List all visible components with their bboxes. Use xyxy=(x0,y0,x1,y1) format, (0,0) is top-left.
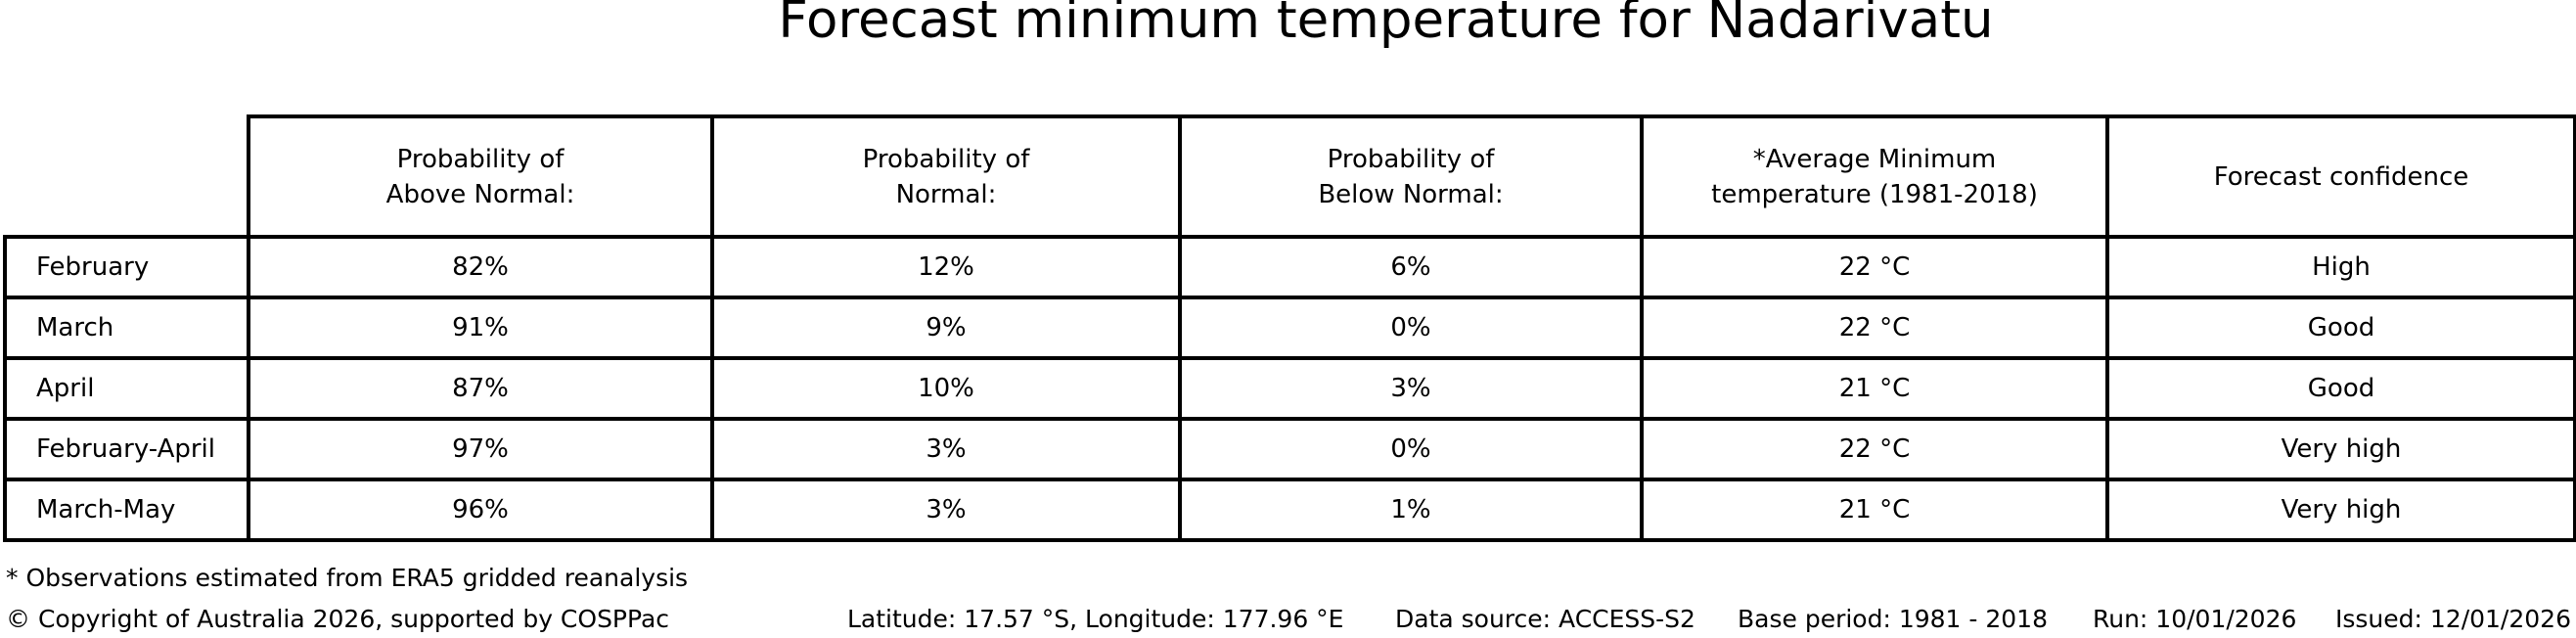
cell-above-normal: 96% xyxy=(247,478,714,542)
page-title: Forecast minimum temperature for Nadariv… xyxy=(778,0,1994,50)
cell-below-normal: 0% xyxy=(1178,296,1644,360)
column-header-forecast-confidence: Forecast confidence xyxy=(2105,114,2576,239)
cell-below-normal: 3% xyxy=(1178,356,1644,421)
footer-run-date: Run: 10/01/2026 xyxy=(2093,605,2297,633)
column-header-line: Forecast confidence xyxy=(2213,161,2469,192)
cell-confidence: Good xyxy=(2105,296,2576,360)
column-header-line: temperature (1981-2018) xyxy=(1711,179,2038,209)
footer-data-source: Data source: ACCESS-S2 xyxy=(1395,605,1695,633)
cell-above-normal: 91% xyxy=(247,296,714,360)
column-header-below-normal: Probability of Below Normal: xyxy=(1178,114,1644,239)
cell-normal: 10% xyxy=(710,356,1182,421)
cell-above-normal: 82% xyxy=(247,235,714,299)
table-row-february: February 82% 12% 6% 22 °C High xyxy=(3,235,2576,299)
footer-base-period: Base period: 1981 - 2018 xyxy=(1738,605,2048,633)
cell-above-normal: 97% xyxy=(247,417,714,481)
column-header-line: Normal: xyxy=(895,179,997,209)
column-header-normal: Probability of Normal: xyxy=(710,114,1182,239)
column-header-line: *Average Minimum xyxy=(1752,144,1997,174)
row-label: March-May xyxy=(3,478,250,542)
footnote: * Observations estimated from ERA5 gridd… xyxy=(6,564,689,592)
corner-cell xyxy=(5,116,249,237)
table-header-row: Probability of Above Normal: Probability… xyxy=(5,114,2576,239)
table-row-march-may: March-May 96% 3% 1% 21 °C Very high xyxy=(3,478,2576,542)
column-header-above-normal: Probability of Above Normal: xyxy=(247,114,714,239)
row-label: February xyxy=(3,235,250,299)
cell-confidence: Very high xyxy=(2105,417,2576,481)
cell-confidence: Very high xyxy=(2105,478,2576,542)
cell-average-minimum: 22 °C xyxy=(1640,296,2109,360)
footer-copyright: © Copyright of Australia 2026, supported… xyxy=(6,605,670,633)
cell-below-normal: 0% xyxy=(1178,417,1644,481)
row-label: March xyxy=(3,296,250,360)
cell-normal: 3% xyxy=(710,417,1182,481)
table-row-february-april: February-April 97% 3% 0% 22 °C Very high xyxy=(3,417,2576,481)
cell-normal: 9% xyxy=(710,296,1182,360)
cell-below-normal: 6% xyxy=(1178,235,1644,299)
column-header-average-minimum: *Average Minimum temperature (1981-2018) xyxy=(1640,114,2109,239)
forecast-table: Probability of Above Normal: Probability… xyxy=(3,114,2576,542)
column-header-line: Probability of xyxy=(1327,144,1495,174)
column-header-line: Probability of xyxy=(862,144,1030,174)
cell-below-normal: 1% xyxy=(1178,478,1644,542)
cell-average-minimum: 22 °C xyxy=(1640,235,2109,299)
table-row-march: March 91% 9% 0% 22 °C Good xyxy=(3,296,2576,360)
cell-average-minimum: 21 °C xyxy=(1640,356,2109,421)
footer-location: Latitude: 17.57 °S, Longitude: 177.96 °E xyxy=(847,605,1344,633)
cell-confidence: High xyxy=(2105,235,2576,299)
row-label: February-April xyxy=(3,417,250,481)
table-row-april: April 87% 10% 3% 21 °C Good xyxy=(3,356,2576,421)
cell-average-minimum: 21 °C xyxy=(1640,478,2109,542)
cell-average-minimum: 22 °C xyxy=(1640,417,2109,481)
cell-above-normal: 87% xyxy=(247,356,714,421)
column-header-line: Probability of xyxy=(396,144,565,174)
column-header-line: Above Normal: xyxy=(385,179,575,209)
cell-normal: 3% xyxy=(710,478,1182,542)
column-header-line: Below Normal: xyxy=(1318,179,1504,209)
cell-confidence: Good xyxy=(2105,356,2576,421)
row-label: April xyxy=(3,356,250,421)
footer-issued-date: Issued: 12/01/2026 xyxy=(2335,605,2571,633)
cell-normal: 12% xyxy=(710,235,1182,299)
